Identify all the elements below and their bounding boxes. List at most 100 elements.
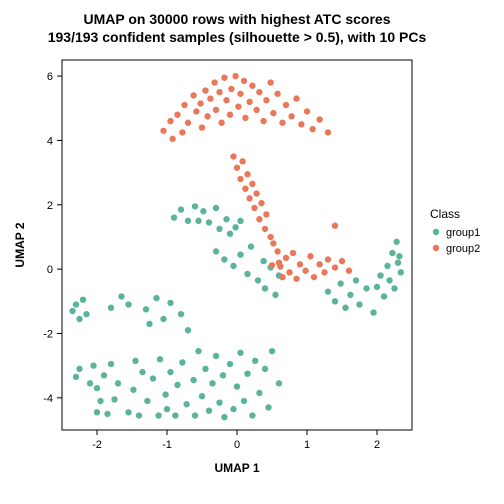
data-point [249, 83, 255, 89]
data-point [263, 97, 269, 103]
data-point [190, 377, 196, 383]
data-point [228, 86, 234, 92]
data-point [342, 305, 348, 311]
data-point [185, 327, 191, 333]
data-point [290, 250, 296, 256]
data-point [195, 348, 201, 354]
data-point [248, 243, 254, 249]
chart-title-line2: 193/193 confident samples (silhouette > … [48, 29, 427, 45]
data-point [125, 301, 131, 307]
data-point [386, 277, 392, 283]
data-point [202, 87, 208, 93]
data-point [279, 120, 285, 126]
data-point [298, 121, 304, 127]
data-point [234, 383, 240, 389]
chart-svg: UMAP on 30000 rows with highest ATC scor… [0, 0, 504, 504]
data-point [262, 226, 268, 232]
data-point [262, 285, 268, 291]
data-point [178, 206, 184, 212]
data-point [192, 203, 198, 209]
y-tick-label: 2 [47, 200, 53, 212]
data-point [218, 120, 224, 126]
legend-title: Class [430, 207, 460, 221]
data-point [241, 78, 247, 84]
data-point [304, 108, 310, 114]
data-point [272, 292, 278, 298]
data-point [381, 293, 387, 299]
data-point [155, 412, 161, 418]
data-point [221, 414, 227, 420]
data-point [389, 250, 395, 256]
data-point [325, 288, 331, 294]
data-point [249, 412, 255, 418]
x-tick-label: -2 [92, 439, 102, 451]
data-point [185, 120, 191, 126]
data-point [125, 409, 131, 415]
data-point [270, 240, 276, 246]
data-point [202, 366, 208, 372]
x-tick-label: -1 [162, 439, 172, 451]
data-point [157, 356, 163, 362]
data-point [311, 274, 317, 280]
data-point [220, 372, 226, 378]
data-point [274, 248, 280, 254]
data-point [325, 256, 331, 262]
data-point [347, 292, 353, 298]
data-point [276, 380, 282, 386]
data-point [221, 256, 227, 262]
data-point [216, 399, 222, 405]
data-point [199, 124, 205, 130]
data-point [83, 311, 89, 317]
data-point [207, 95, 213, 101]
data-point [209, 380, 215, 386]
data-point [242, 115, 248, 121]
data-point [269, 262, 275, 268]
data-point [216, 226, 222, 232]
y-tick-label: 6 [47, 71, 53, 83]
data-point [234, 165, 240, 171]
data-point [253, 190, 259, 196]
chart-bg [0, 0, 504, 504]
data-point [267, 79, 273, 85]
data-point [262, 366, 268, 372]
data-point [195, 218, 201, 224]
data-point [279, 274, 285, 280]
data-point [293, 95, 299, 101]
data-point [69, 308, 75, 314]
legend-item-label: group2 [446, 243, 480, 255]
data-point [153, 295, 159, 301]
data-point [353, 277, 359, 283]
data-point [223, 97, 229, 103]
data-point [199, 393, 205, 399]
data-point [332, 264, 338, 270]
data-point [363, 285, 369, 291]
data-point [197, 100, 203, 106]
y-tick-label: -4 [43, 393, 53, 405]
data-point [391, 285, 397, 291]
data-point [396, 253, 402, 259]
data-point [104, 411, 110, 417]
data-point [130, 387, 136, 393]
data-point [316, 116, 322, 122]
data-point [237, 350, 243, 356]
data-point [384, 263, 390, 269]
data-point [346, 268, 352, 274]
data-point [221, 74, 227, 80]
legend-swatch [433, 229, 439, 235]
data-point [73, 301, 79, 307]
data-point [398, 269, 404, 275]
data-point [309, 126, 315, 132]
data-point [230, 263, 236, 269]
data-point [160, 316, 166, 322]
data-point [374, 284, 380, 290]
chart-title-line1: UMAP on 30000 rows with highest ATC scor… [83, 11, 390, 27]
data-point [283, 102, 289, 108]
data-point [200, 208, 206, 214]
data-point [90, 362, 96, 368]
data-point [283, 255, 289, 261]
data-point [167, 300, 173, 306]
data-point [178, 311, 184, 317]
data-point [150, 375, 156, 381]
data-point [174, 111, 180, 117]
data-point [246, 99, 252, 105]
